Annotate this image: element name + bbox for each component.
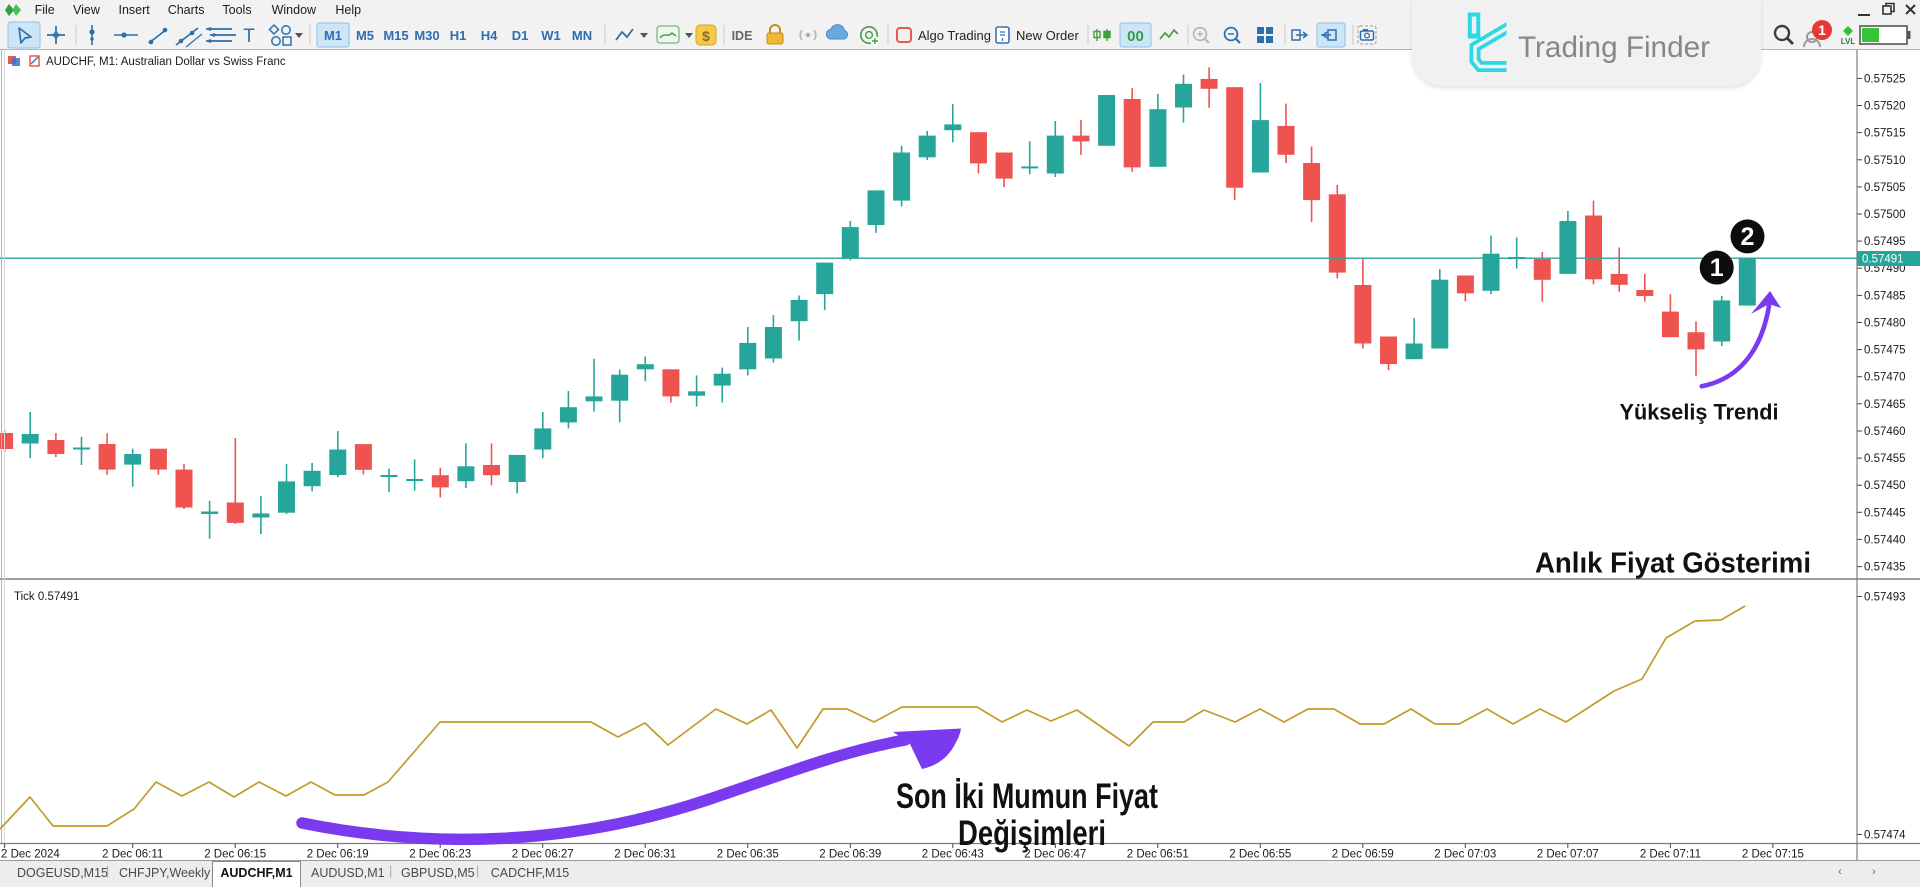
- svg-text:2 Dec 06:31: 2 Dec 06:31: [614, 849, 676, 861]
- svg-text:0.57495: 0.57495: [1864, 236, 1906, 248]
- svg-text:1: 1: [1818, 22, 1826, 38]
- svg-text:0.57460: 0.57460: [1864, 426, 1906, 438]
- svg-text:00: 00: [1127, 28, 1144, 45]
- svg-text:0.57505: 0.57505: [1864, 182, 1906, 194]
- svg-text:2 Dec 07:07: 2 Dec 07:07: [1537, 849, 1599, 861]
- svg-text:0.57525: 0.57525: [1864, 73, 1906, 85]
- svg-text:Son İki Mumun Fiyat: Son İki Mumun Fiyat: [896, 777, 1158, 816]
- svg-text:AUDCHF, M1: Australian Dollar: AUDCHF, M1: Australian Dollar vs Swiss F…: [46, 56, 286, 68]
- svg-text:2 Dec 07:03: 2 Dec 07:03: [1434, 849, 1496, 861]
- svg-text:2 Dec 07:15: 2 Dec 07:15: [1742, 849, 1804, 861]
- svg-text:0.57515: 0.57515: [1864, 128, 1906, 140]
- svg-text:IDE: IDE: [732, 29, 753, 43]
- svg-text:M1: M1: [324, 28, 342, 43]
- svg-text:1: 1: [1710, 254, 1724, 282]
- svg-text:0.57480: 0.57480: [1864, 318, 1906, 330]
- svg-text:2 Dec 06:39: 2 Dec 06:39: [819, 849, 881, 861]
- svg-text:Anlık Fiyat Gösterimi: Anlık Fiyat Gösterimi: [1535, 548, 1811, 580]
- svg-text:H1: H1: [450, 28, 467, 43]
- svg-text:0.57445: 0.57445: [1864, 507, 1906, 519]
- svg-text:2 Dec 06:51: 2 Dec 06:51: [1127, 849, 1189, 861]
- svg-text:0.57470: 0.57470: [1864, 372, 1906, 384]
- svg-text:Algo Trading: Algo Trading: [918, 28, 991, 43]
- svg-text:T: T: [243, 26, 255, 47]
- svg-text:0.57493: 0.57493: [1864, 592, 1906, 604]
- svg-text:0.57510: 0.57510: [1864, 155, 1906, 167]
- svg-text:Tick 0.57491: Tick 0.57491: [14, 591, 79, 603]
- svg-text:2 Dec 07:11: 2 Dec 07:11: [1640, 849, 1701, 861]
- svg-text:LVL: LVL: [1841, 37, 1856, 46]
- svg-text:$: $: [702, 28, 710, 44]
- svg-text:0.57475: 0.57475: [1864, 345, 1906, 357]
- svg-text:2 Dec 06:35: 2 Dec 06:35: [717, 849, 779, 861]
- svg-text:H4: H4: [481, 28, 498, 43]
- svg-text:2 Dec 06:15: 2 Dec 06:15: [204, 849, 266, 861]
- svg-text:2: 2: [1741, 223, 1755, 251]
- svg-text:Trading Finder: Trading Finder: [1518, 31, 1710, 64]
- svg-text:2 Dec 06:11: 2 Dec 06:11: [102, 849, 163, 861]
- svg-text:0.57500: 0.57500: [1864, 209, 1906, 221]
- svg-text:0.57485: 0.57485: [1864, 290, 1906, 302]
- svg-text:M30: M30: [414, 28, 439, 43]
- svg-text:Değişimleri: Değişimleri: [958, 814, 1106, 853]
- svg-text:2 Dec 2024: 2 Dec 2024: [1, 849, 60, 861]
- svg-text:0.57491: 0.57491: [1862, 254, 1904, 266]
- svg-text:2 Dec 06:23: 2 Dec 06:23: [409, 849, 471, 861]
- svg-text:0.57474: 0.57474: [1864, 830, 1906, 842]
- svg-text:2 Dec 06:59: 2 Dec 06:59: [1332, 849, 1394, 861]
- svg-text:2 Dec 06:19: 2 Dec 06:19: [307, 849, 369, 861]
- svg-text:2 Dec 06:55: 2 Dec 06:55: [1229, 849, 1291, 861]
- svg-text:0.57440: 0.57440: [1864, 534, 1906, 546]
- svg-text:0.57455: 0.57455: [1864, 453, 1906, 465]
- svg-text:M5: M5: [356, 28, 374, 43]
- svg-text:W1: W1: [541, 28, 561, 43]
- svg-text:New Order: New Order: [1016, 28, 1080, 43]
- svg-text:0.57450: 0.57450: [1864, 480, 1906, 492]
- svg-text:0.57520: 0.57520: [1864, 101, 1906, 113]
- svg-text:2 Dec 06:27: 2 Dec 06:27: [512, 849, 574, 861]
- svg-text:M15: M15: [383, 28, 408, 43]
- svg-text:D1: D1: [512, 28, 529, 43]
- svg-text:0.57435: 0.57435: [1864, 562, 1906, 574]
- svg-text:MN: MN: [572, 28, 592, 43]
- svg-text:Yükseliş Trendi: Yükseliş Trendi: [1620, 400, 1779, 425]
- svg-text:0.57465: 0.57465: [1864, 399, 1906, 411]
